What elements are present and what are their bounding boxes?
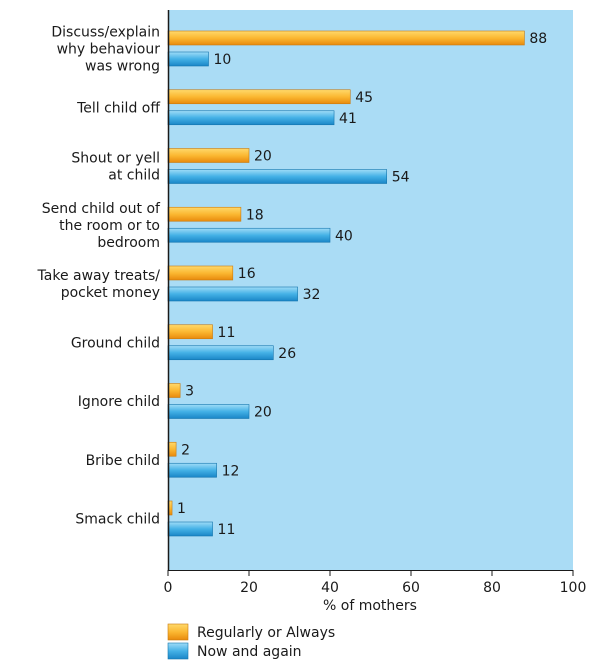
category-label: why behaviour bbox=[57, 42, 161, 58]
bar-now-and-again-6 bbox=[167, 404, 250, 419]
legend-swatch bbox=[167, 642, 189, 660]
category-label: Ground child bbox=[71, 335, 160, 351]
x-tick-label: 40 bbox=[321, 580, 339, 596]
data-label: 32 bbox=[303, 287, 321, 303]
x-tick-label: 60 bbox=[402, 580, 420, 596]
data-label: 88 bbox=[529, 31, 547, 47]
bar-regularly-1 bbox=[167, 89, 351, 105]
category-label: at child bbox=[108, 168, 160, 184]
bar-now-and-again-0 bbox=[167, 51, 209, 67]
data-label: 41 bbox=[339, 111, 357, 127]
data-label: 26 bbox=[278, 346, 296, 362]
data-label: 54 bbox=[392, 170, 410, 186]
category-label: Bribe child bbox=[86, 453, 160, 469]
legend-label: Now and again bbox=[197, 644, 302, 660]
bar-regularly-5 bbox=[167, 324, 213, 340]
x-tick-label: 20 bbox=[240, 580, 258, 596]
category-label: bedroom bbox=[97, 235, 160, 251]
bar-now-and-again-1 bbox=[167, 110, 335, 126]
data-label: 11 bbox=[218, 522, 236, 538]
data-label: 40 bbox=[335, 228, 353, 244]
data-label: 11 bbox=[218, 325, 236, 341]
bar-now-and-again-2 bbox=[167, 169, 387, 184]
data-label: 10 bbox=[214, 52, 232, 68]
category-label: Discuss/explain bbox=[51, 25, 160, 41]
x-axis-label: % of mothers bbox=[323, 598, 417, 614]
bar-regularly-3 bbox=[167, 206, 242, 222]
bar-now-and-again-7 bbox=[167, 462, 217, 478]
category-label: Take away treats/ bbox=[37, 268, 161, 284]
data-label: 18 bbox=[246, 207, 264, 223]
data-label: 3 bbox=[185, 384, 194, 400]
bar-now-and-again-8 bbox=[167, 521, 213, 537]
category-label: Tell child off bbox=[76, 100, 160, 116]
x-tick-label: 0 bbox=[164, 580, 173, 596]
data-label: 20 bbox=[254, 405, 272, 421]
data-label: 20 bbox=[254, 149, 272, 165]
bar-now-and-again-3 bbox=[167, 227, 331, 243]
data-label: 2 bbox=[181, 442, 190, 458]
legend-swatch bbox=[167, 623, 189, 641]
bar-regularly-4 bbox=[167, 265, 234, 281]
category-label: Shout or yell bbox=[71, 151, 160, 167]
category-label: Send child out of bbox=[42, 201, 161, 217]
category-label: the room or to bbox=[59, 218, 160, 234]
x-tick-label: 100 bbox=[560, 580, 587, 596]
data-label: 12 bbox=[222, 463, 240, 479]
legend-label: Regularly or Always bbox=[197, 625, 335, 641]
data-label: 45 bbox=[355, 90, 373, 106]
bar-regularly-0 bbox=[167, 30, 525, 46]
category-label: pocket money bbox=[61, 285, 160, 301]
category-label: Smack child bbox=[75, 512, 160, 528]
bar-regularly-2 bbox=[167, 148, 250, 163]
category-label: Ignore child bbox=[78, 394, 160, 410]
category-label: was wrong bbox=[85, 59, 160, 75]
data-label: 1 bbox=[177, 501, 186, 517]
data-label: 16 bbox=[238, 266, 256, 282]
bar-now-and-again-5 bbox=[167, 345, 274, 361]
bar-now-and-again-4 bbox=[167, 286, 298, 302]
x-tick-label: 80 bbox=[483, 580, 501, 596]
bar-regularly-6 bbox=[167, 383, 181, 398]
